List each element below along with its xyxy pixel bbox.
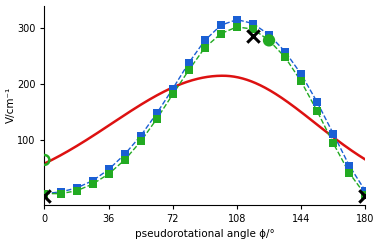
Point xyxy=(298,72,304,76)
Point xyxy=(282,50,288,54)
Point xyxy=(282,55,288,59)
Point xyxy=(202,38,208,42)
Point xyxy=(362,189,368,193)
Point xyxy=(90,182,96,186)
Point xyxy=(106,172,112,176)
Point xyxy=(202,46,208,50)
Point xyxy=(250,35,256,38)
Point xyxy=(138,139,144,143)
Point xyxy=(57,192,63,196)
Point xyxy=(266,38,272,42)
Point xyxy=(106,168,112,172)
Point xyxy=(41,158,48,162)
Point xyxy=(362,193,368,197)
Y-axis label: V/cm⁻¹: V/cm⁻¹ xyxy=(6,87,16,123)
Point xyxy=(170,92,176,96)
Point xyxy=(122,158,128,162)
Point xyxy=(41,192,48,196)
Point xyxy=(170,87,176,91)
X-axis label: pseudorotational angle ϕ/°: pseudorotational angle ϕ/° xyxy=(135,230,275,239)
Point xyxy=(298,79,304,83)
Point xyxy=(57,190,63,194)
Point xyxy=(234,18,240,22)
Point xyxy=(154,117,160,121)
Point xyxy=(154,111,160,115)
Point xyxy=(90,179,96,183)
Point xyxy=(234,25,240,29)
Point xyxy=(266,38,272,42)
Point xyxy=(362,195,368,198)
Point xyxy=(138,134,144,138)
Point xyxy=(186,61,192,65)
Point xyxy=(218,32,224,36)
Point xyxy=(218,23,224,27)
Point xyxy=(314,109,320,113)
Point xyxy=(330,141,336,145)
Point xyxy=(186,68,192,72)
Point xyxy=(41,195,48,198)
Point xyxy=(250,22,256,25)
Point xyxy=(346,171,352,175)
Point xyxy=(346,164,352,168)
Point xyxy=(330,132,336,135)
Point xyxy=(73,186,79,190)
Point xyxy=(266,33,272,37)
Point xyxy=(314,100,320,104)
Point xyxy=(41,192,48,196)
Point xyxy=(122,152,128,156)
Point xyxy=(250,27,256,31)
Point xyxy=(73,189,79,193)
